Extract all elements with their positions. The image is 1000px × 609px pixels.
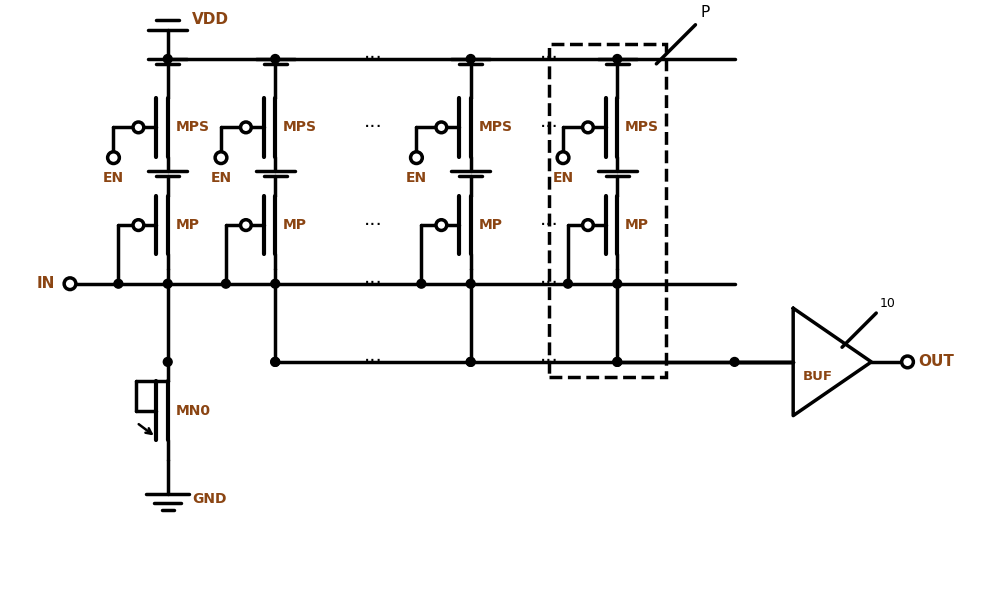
Circle shape bbox=[583, 220, 593, 230]
Text: MPS: MPS bbox=[176, 121, 210, 135]
Circle shape bbox=[466, 357, 475, 366]
Circle shape bbox=[436, 220, 447, 230]
Text: MP: MP bbox=[283, 218, 307, 232]
Text: MN0: MN0 bbox=[176, 404, 211, 418]
Text: ···: ··· bbox=[364, 353, 382, 371]
Circle shape bbox=[613, 280, 622, 288]
Text: MPS: MPS bbox=[479, 121, 513, 135]
Circle shape bbox=[64, 278, 76, 290]
Text: EN: EN bbox=[406, 171, 427, 185]
Circle shape bbox=[613, 357, 622, 366]
Circle shape bbox=[730, 357, 739, 366]
Circle shape bbox=[215, 152, 227, 164]
Circle shape bbox=[417, 280, 426, 288]
Text: MPS: MPS bbox=[283, 121, 317, 135]
Circle shape bbox=[163, 280, 172, 288]
Circle shape bbox=[163, 55, 172, 63]
Circle shape bbox=[271, 357, 280, 366]
Circle shape bbox=[241, 122, 251, 133]
Circle shape bbox=[466, 55, 475, 63]
Circle shape bbox=[271, 280, 280, 288]
Text: ···: ··· bbox=[539, 49, 558, 68]
Circle shape bbox=[583, 122, 593, 133]
Text: ···: ··· bbox=[539, 274, 558, 293]
Circle shape bbox=[271, 357, 280, 366]
Circle shape bbox=[163, 357, 172, 366]
Text: BUF: BUF bbox=[803, 370, 833, 383]
Text: MPS: MPS bbox=[625, 121, 659, 135]
Text: EN: EN bbox=[103, 171, 124, 185]
Text: MP: MP bbox=[479, 218, 503, 232]
Text: VDD: VDD bbox=[192, 12, 229, 27]
Circle shape bbox=[114, 280, 123, 288]
Circle shape bbox=[557, 152, 569, 164]
Text: ···: ··· bbox=[364, 49, 382, 68]
Circle shape bbox=[902, 356, 913, 368]
Circle shape bbox=[271, 55, 280, 63]
Circle shape bbox=[133, 122, 144, 133]
Text: MP: MP bbox=[176, 218, 200, 232]
Circle shape bbox=[221, 280, 230, 288]
Circle shape bbox=[564, 280, 572, 288]
Circle shape bbox=[108, 152, 119, 164]
Text: EN: EN bbox=[210, 171, 232, 185]
Circle shape bbox=[241, 220, 251, 230]
Text: GND: GND bbox=[192, 491, 227, 505]
Circle shape bbox=[466, 280, 475, 288]
Text: EN: EN bbox=[552, 171, 574, 185]
Circle shape bbox=[133, 220, 144, 230]
Circle shape bbox=[613, 357, 622, 366]
Circle shape bbox=[411, 152, 422, 164]
Text: ···: ··· bbox=[364, 274, 382, 293]
Circle shape bbox=[466, 357, 475, 366]
Text: P: P bbox=[700, 5, 710, 20]
Circle shape bbox=[613, 55, 622, 63]
Bar bbox=[549, 44, 666, 376]
Text: ···: ··· bbox=[364, 118, 382, 137]
Text: IN: IN bbox=[37, 276, 55, 291]
Circle shape bbox=[436, 122, 447, 133]
Text: ···: ··· bbox=[539, 118, 558, 137]
Text: MP: MP bbox=[625, 218, 649, 232]
Text: 10: 10 bbox=[879, 297, 895, 310]
Text: OUT: OUT bbox=[918, 354, 954, 370]
Text: ···: ··· bbox=[539, 353, 558, 371]
Text: ···: ··· bbox=[364, 216, 382, 234]
Text: ···: ··· bbox=[539, 216, 558, 234]
